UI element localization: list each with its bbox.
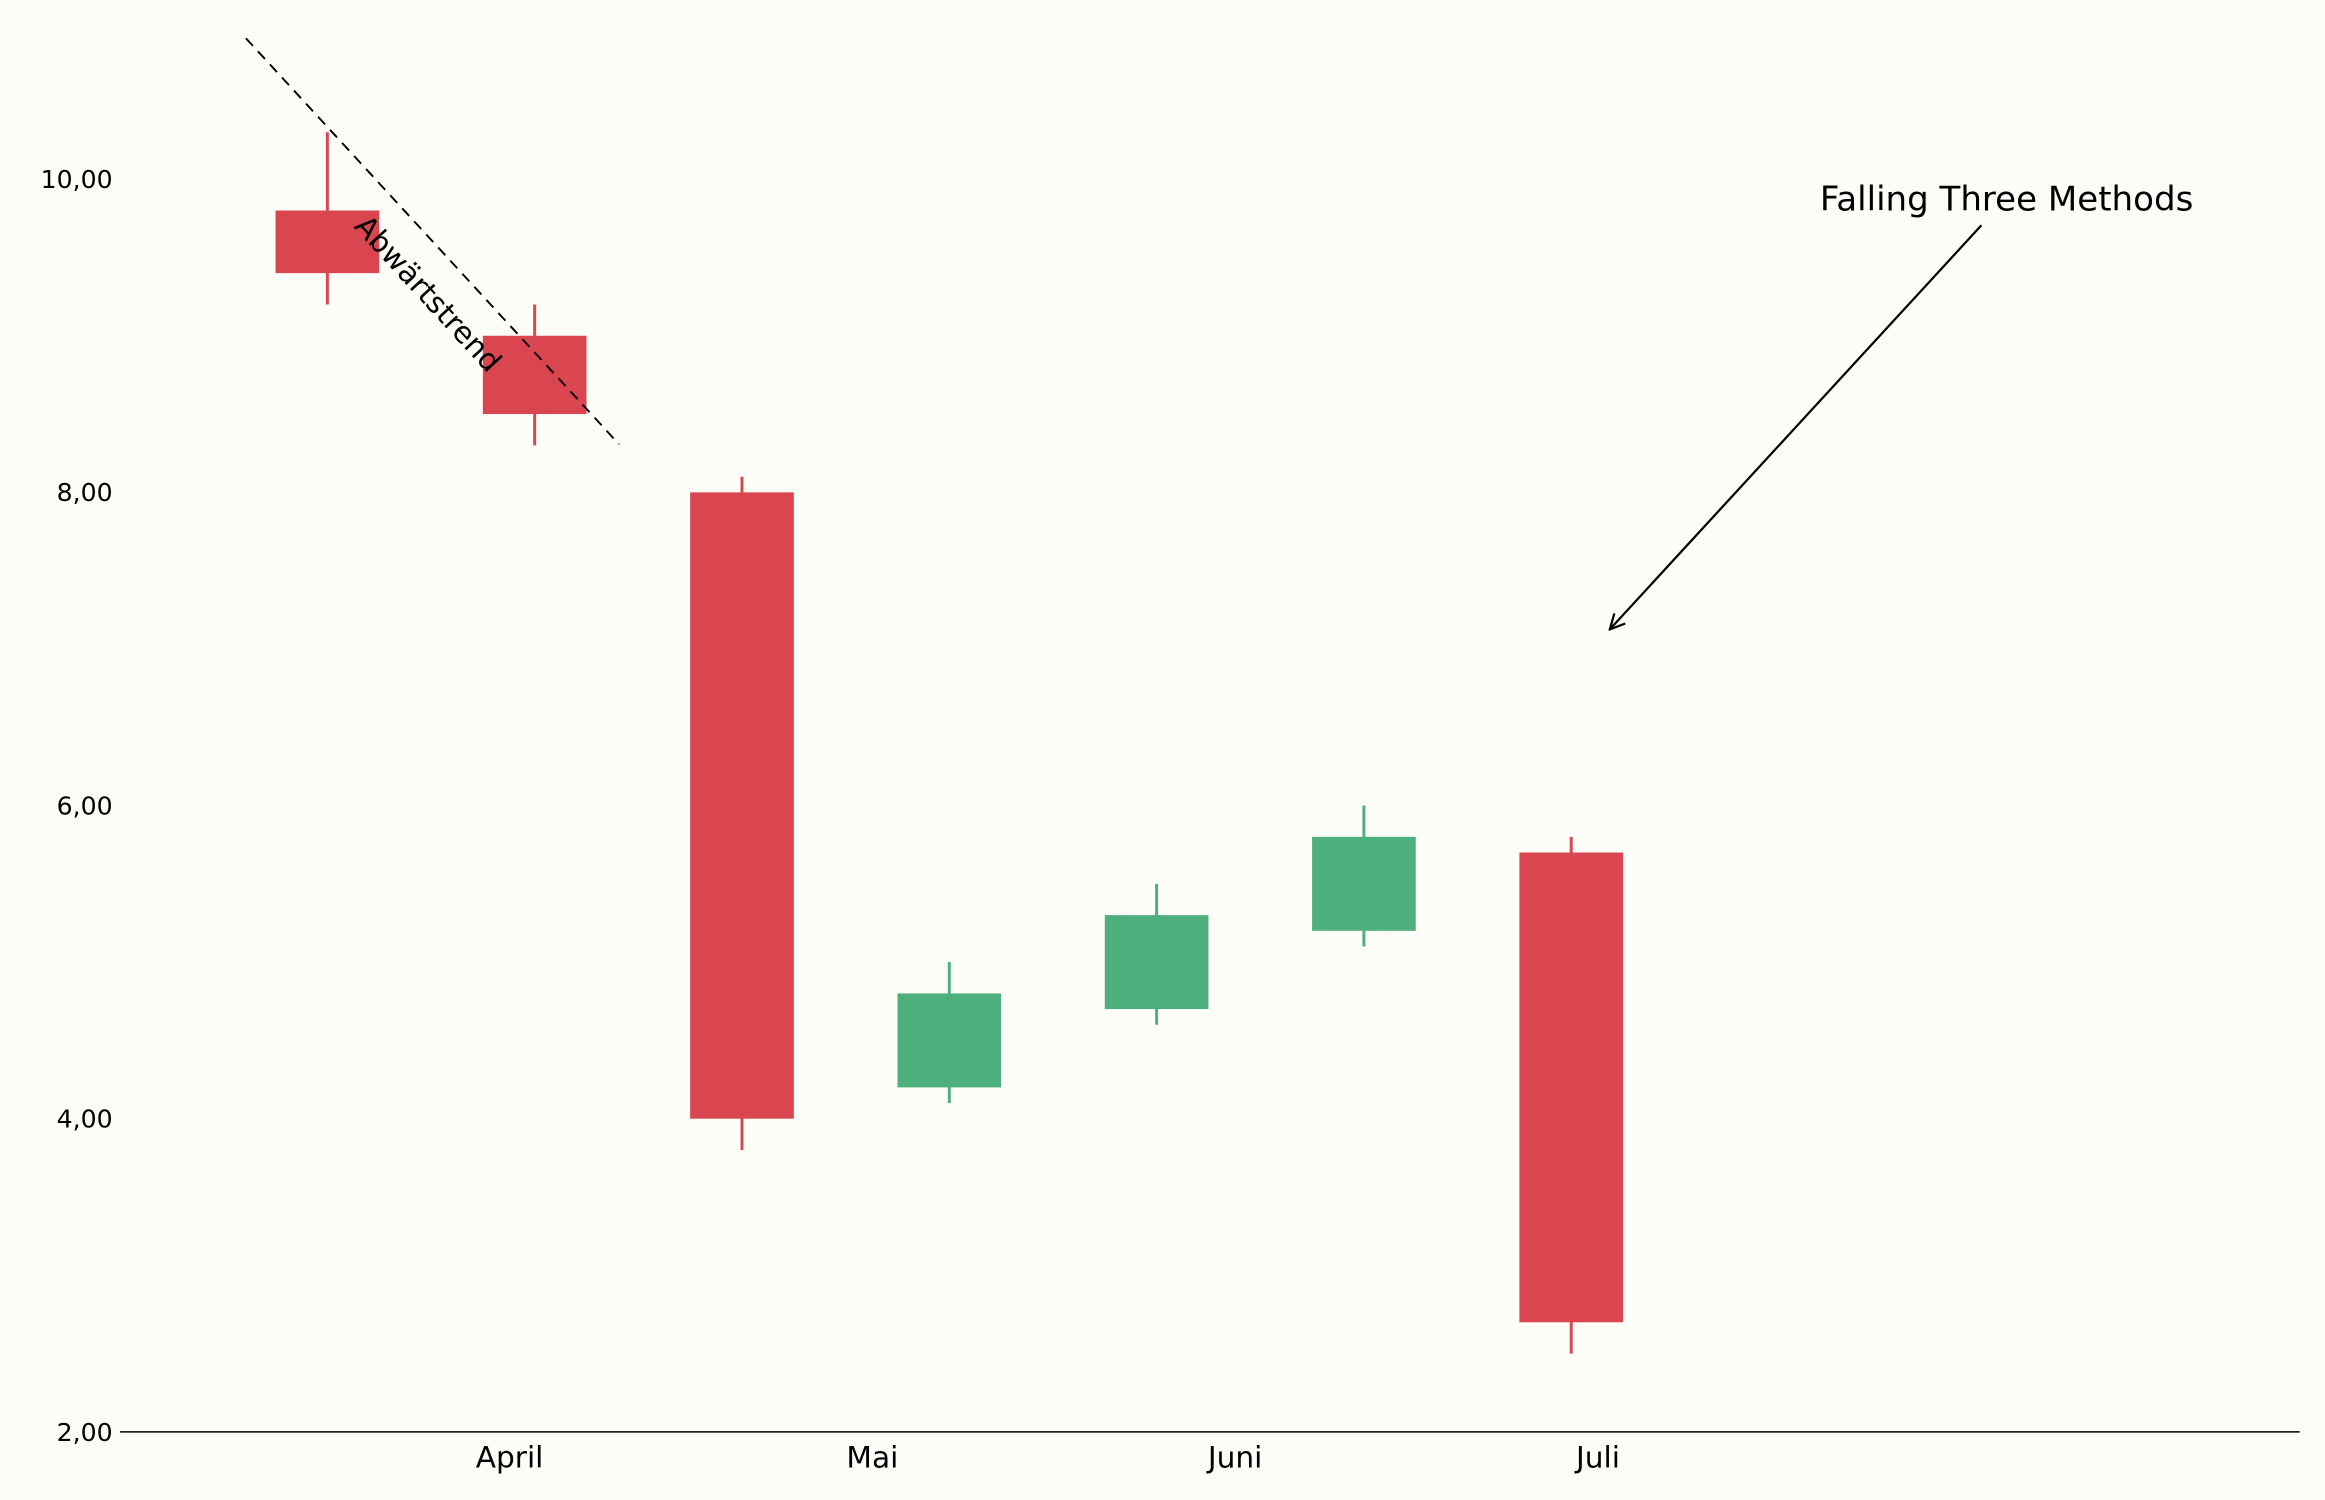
x-tick-label: Juni [1206, 1440, 1263, 1474]
candle-body [1312, 836, 1416, 931]
y-tick-label: 6,00 [57, 791, 113, 820]
y-tick-label: 4,00 [57, 1105, 113, 1134]
y-tick-label: 10,00 [41, 165, 113, 194]
y-tick-label: 2,00 [57, 1418, 113, 1447]
candle-body [482, 335, 587, 415]
candle-body [690, 492, 794, 1119]
y-tick-label: 8,00 [57, 478, 113, 507]
x-tick-label: April [476, 1440, 544, 1474]
candle-body [897, 993, 1002, 1088]
x-tick-label: Juli [1574, 1440, 1620, 1474]
annotation-arrow [1610, 224, 1983, 629]
candle-body [275, 210, 380, 274]
trend-line [245, 37, 620, 445]
x-tick-label: Mai [846, 1440, 898, 1474]
candle-body [1104, 915, 1209, 1010]
candle-body [1519, 852, 1624, 1323]
annotation-text: Falling Three Methods [1820, 179, 2194, 219]
